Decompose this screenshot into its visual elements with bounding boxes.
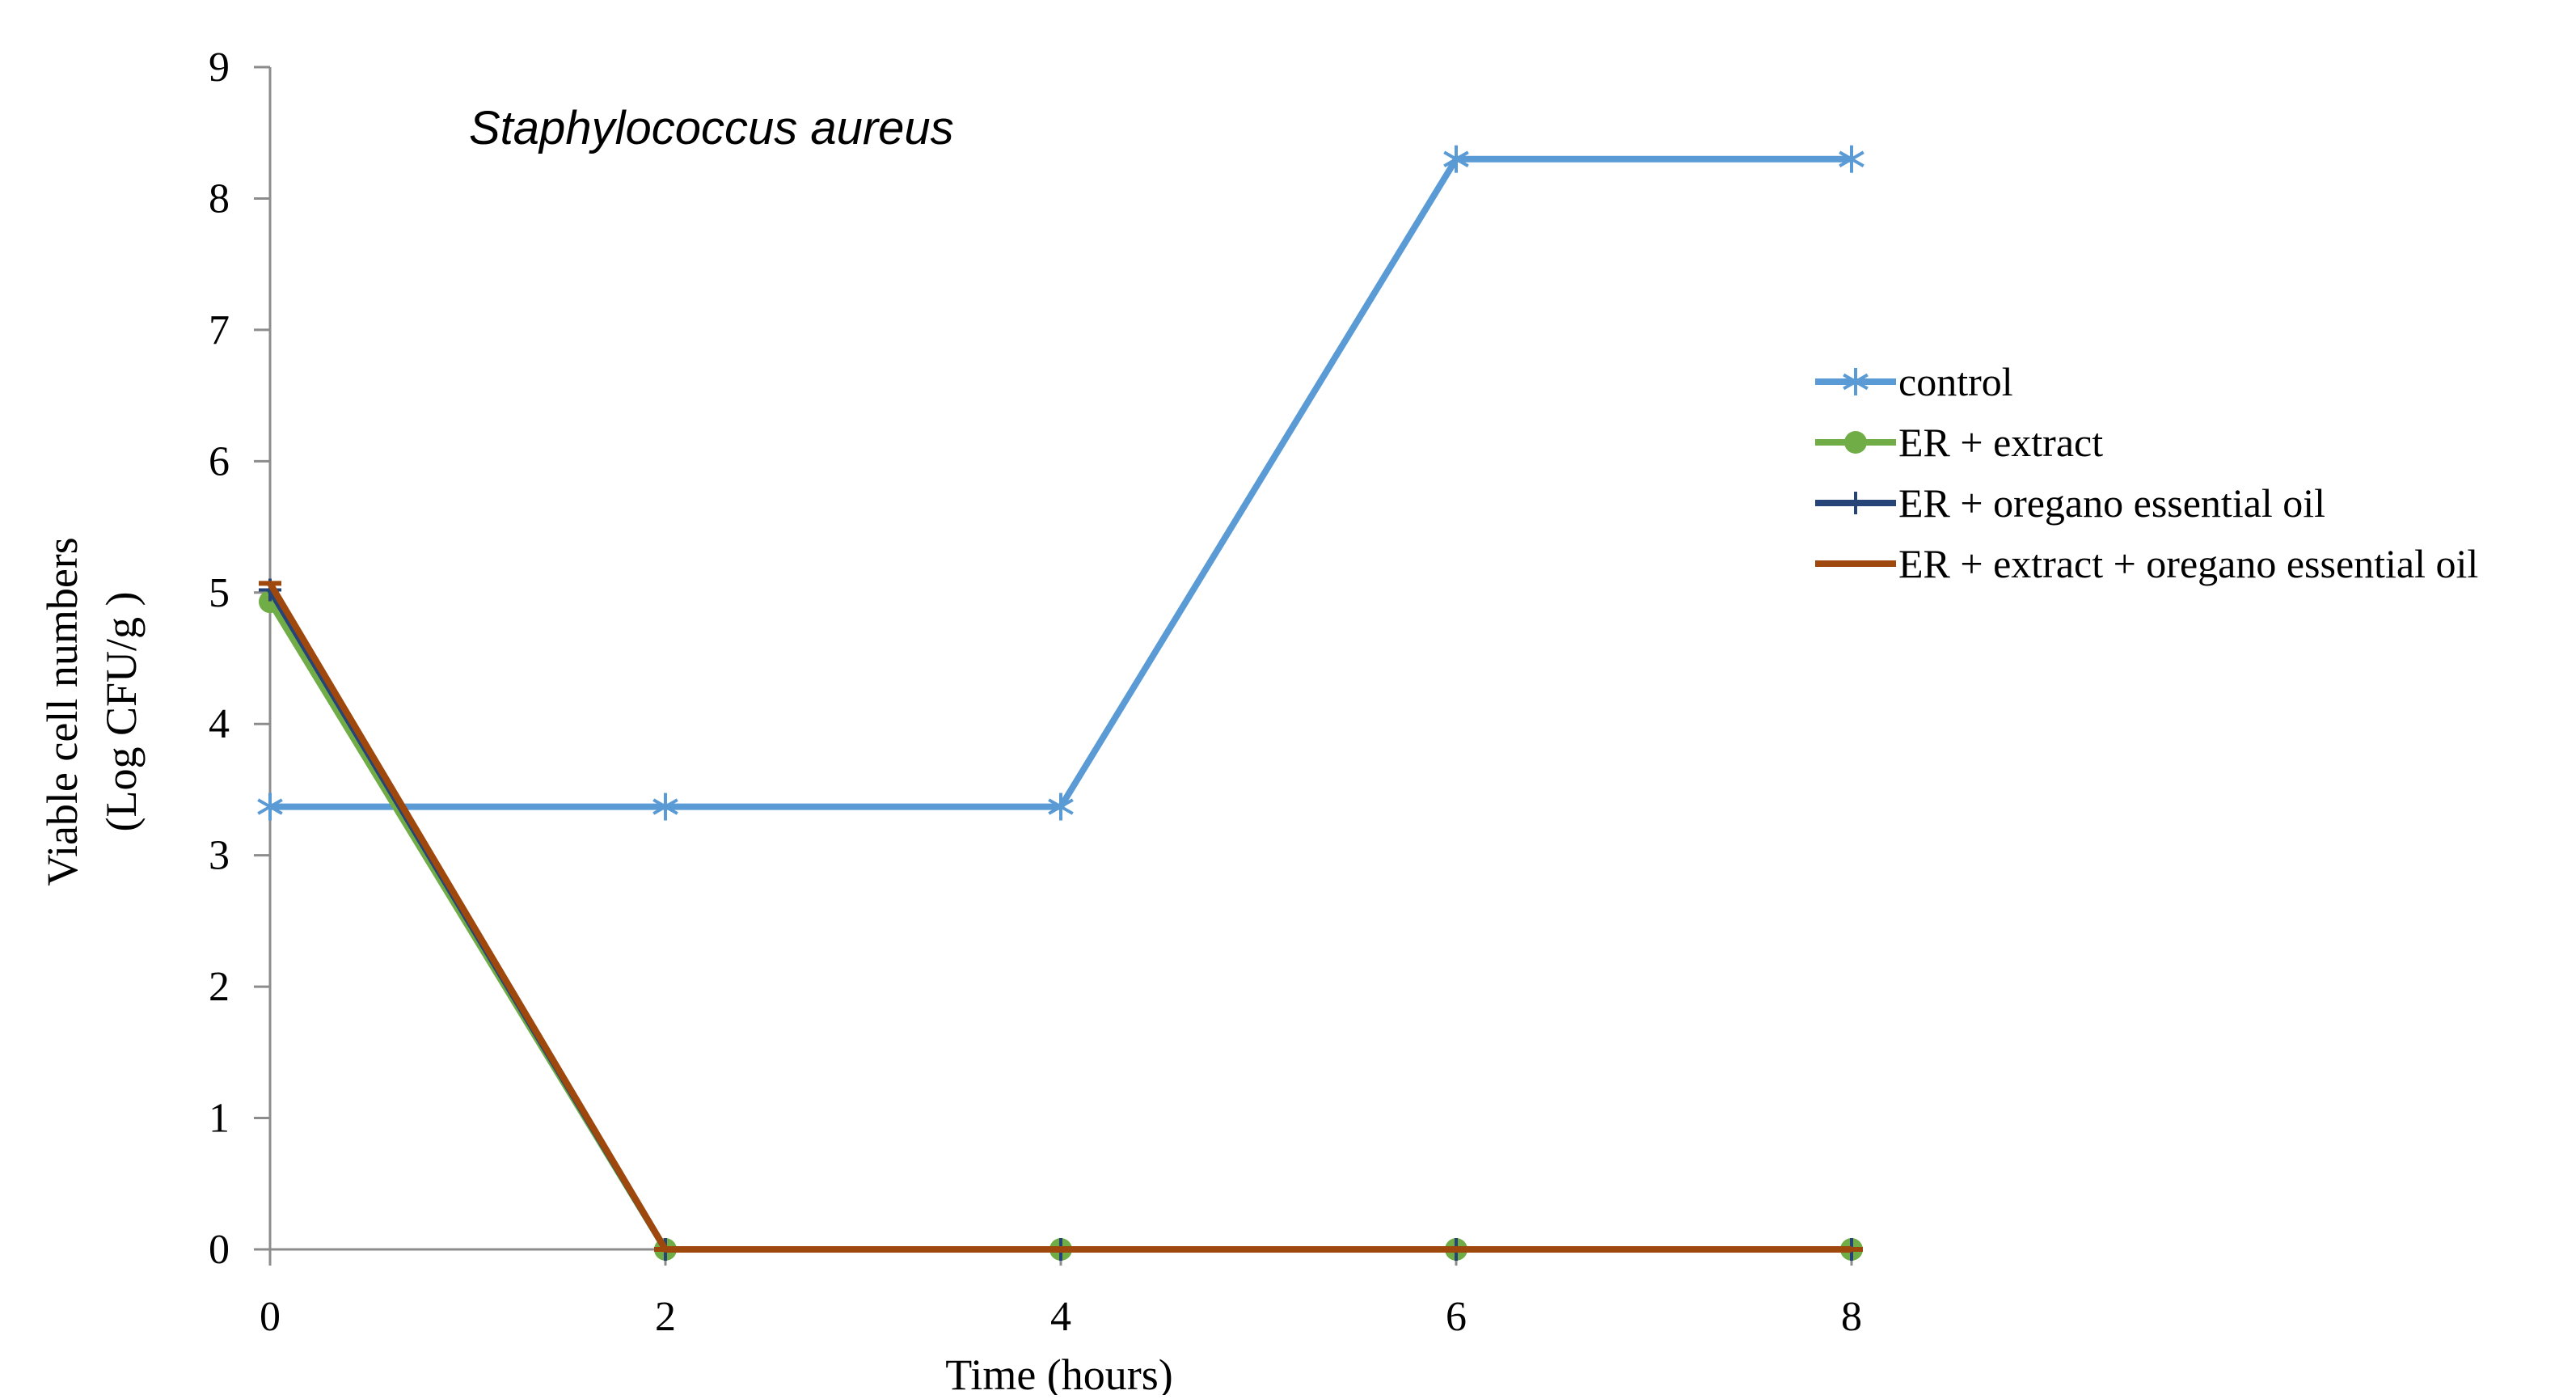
legend-item: ER + extract + oregano essential oil [1815,541,2478,586]
x-tick-label: 2 [655,1294,676,1340]
y-tick-label: 8 [209,175,230,222]
chart-title: Staphylococcus aureus [469,102,954,154]
series-line [267,581,1852,1253]
data-point [257,792,283,821]
series-1 [257,145,1864,821]
y-tick-label: 7 [209,307,230,353]
y-tick-label: 1 [209,1096,230,1142]
series-line [267,600,1852,1253]
y-tick-label: 2 [209,964,230,1010]
x-tick-label: 6 [1446,1294,1467,1340]
data-point [652,792,678,821]
legend-label: ER + extract + oregano essential oil [1898,541,2478,586]
y-tick-label: 9 [209,44,230,91]
data-point [1843,368,1869,395]
y-tick-label: 0 [209,1227,230,1273]
data-point [1048,792,1074,821]
legend-item: ER + oregano essential oil [1815,480,2325,526]
series-line [270,155,1852,810]
marker-stroke [257,798,283,815]
y-tick-label: 3 [209,833,230,879]
marker-stroke [1839,150,1864,167]
x-tick-label: 8 [1841,1294,1862,1340]
series-4 [259,581,1863,1253]
series-line [267,588,1852,1253]
marker-stroke [1048,798,1074,815]
legend-label: ER + oregano essential oil [1898,480,2325,526]
legend-item: ER + extract [1815,420,2103,465]
data-point [1839,145,1864,173]
y-tick-label: 5 [209,570,230,616]
x-tick-label: 0 [260,1294,281,1340]
y-tick-label: 6 [209,438,230,484]
data-point [1443,145,1469,173]
x-tick-label: 4 [1050,1294,1071,1340]
data-point [1844,431,1867,454]
legend-label: ER + extract [1898,420,2103,465]
data-point [1844,492,1867,514]
series-3 [259,578,1863,1261]
marker-stroke [652,798,678,815]
series-2 [259,590,1863,1261]
marker-stroke [1443,150,1469,167]
y-axis-title-units: (Log CFU/g ) [97,592,146,832]
y-axis-title: Viable cell numbers [38,537,87,886]
marker-stroke [1843,373,1869,391]
y-tick-label: 4 [209,701,230,747]
legend-label: control [1898,359,2013,404]
x-axis-title: Time (hours) [945,1350,1173,1395]
legend-item: control [1815,359,2013,404]
